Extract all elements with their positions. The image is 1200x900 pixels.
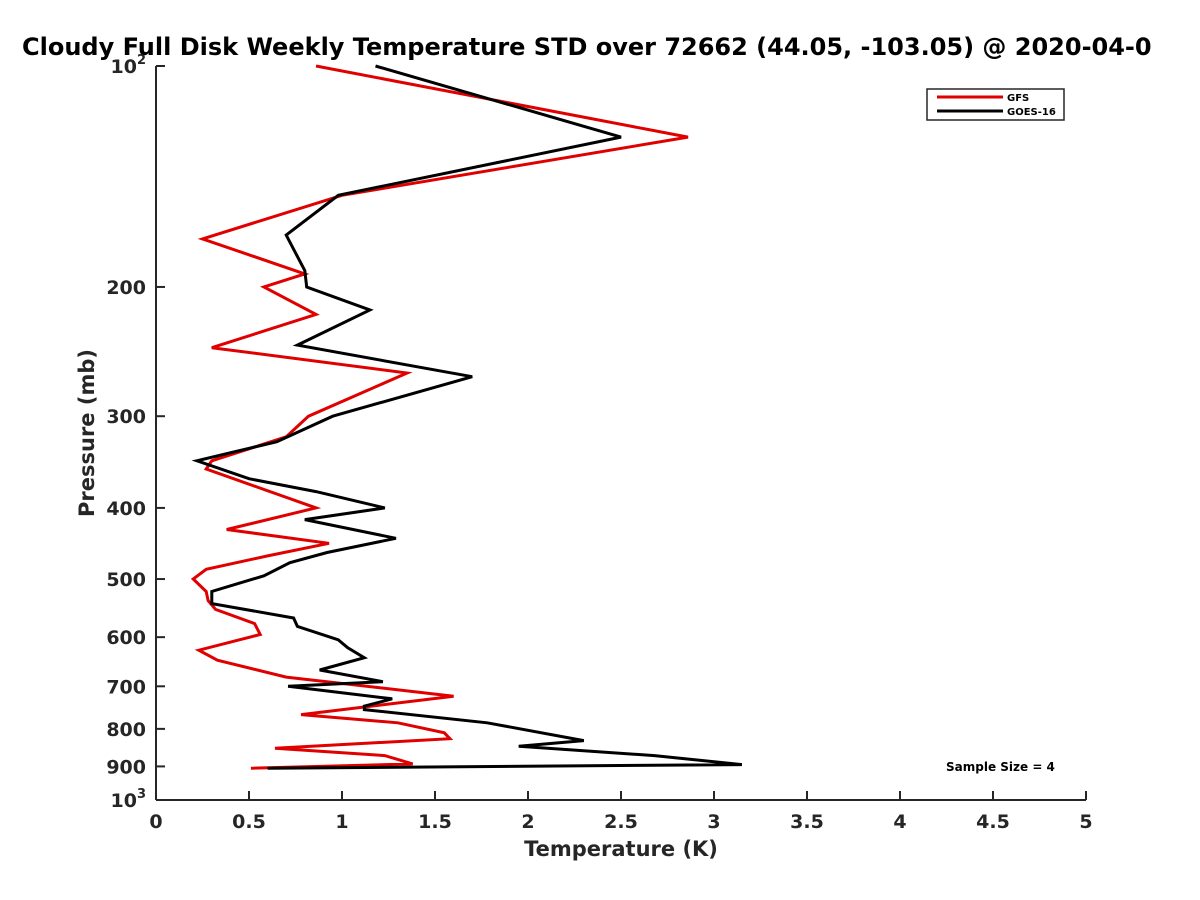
y-tick-label: 900 bbox=[106, 756, 146, 778]
legend-box bbox=[926, 88, 1065, 121]
x-tick-label: 3.5 bbox=[790, 811, 824, 833]
series-line-gfs bbox=[190, 64, 689, 770]
y-tick-label: 200 bbox=[106, 277, 146, 299]
legend-entries: GFS GOES-16 bbox=[937, 93, 1056, 118]
x-tick-label: 1.5 bbox=[418, 811, 452, 833]
series-line-goes-16 bbox=[191, 64, 743, 770]
y-tick-label: 400 bbox=[106, 498, 146, 520]
series-layer bbox=[190, 64, 743, 770]
x-tick-label: 3 bbox=[707, 811, 720, 833]
chart-title: Cloudy Full Disk Weekly Temperature STD … bbox=[22, 33, 1152, 61]
y-tick-label: 103 bbox=[111, 787, 147, 812]
x-tick-label: 0.5 bbox=[232, 811, 266, 833]
legend-label: GOES-16 bbox=[1007, 107, 1056, 118]
x-tick-label: 0 bbox=[149, 811, 162, 833]
x-tick-label: 2 bbox=[521, 811, 534, 833]
legend-label: GFS bbox=[1007, 93, 1029, 104]
x-axis-label: Temperature (K) bbox=[524, 837, 718, 861]
y-tick-label: 102 bbox=[111, 53, 147, 78]
y-ticks: 102 200 300 400 500 600 700 800 900 103 bbox=[106, 53, 165, 812]
y-tick-label: 500 bbox=[106, 569, 146, 591]
x-tick-label: 2.5 bbox=[604, 811, 638, 833]
y-tick-label: 300 bbox=[106, 406, 146, 428]
y-tick-label: 800 bbox=[106, 719, 146, 741]
x-tick-label: 5 bbox=[1079, 811, 1092, 833]
y-tick-label: 600 bbox=[106, 627, 146, 649]
x-tick-label: 1 bbox=[335, 811, 348, 833]
x-ticks: 0 0.5 1 1.5 2 2.5 3 3.5 4 4.5 5 bbox=[149, 791, 1093, 833]
x-tick-label: 4.5 bbox=[976, 811, 1010, 833]
y-axis-label: Pressure (mb) bbox=[75, 349, 99, 517]
y-tick-label: 700 bbox=[106, 676, 146, 698]
x-tick-label: 4 bbox=[893, 811, 906, 833]
sample-size-annotation: Sample Size = 4 bbox=[946, 760, 1055, 774]
legend: GFS GOES-16 bbox=[926, 88, 1065, 121]
